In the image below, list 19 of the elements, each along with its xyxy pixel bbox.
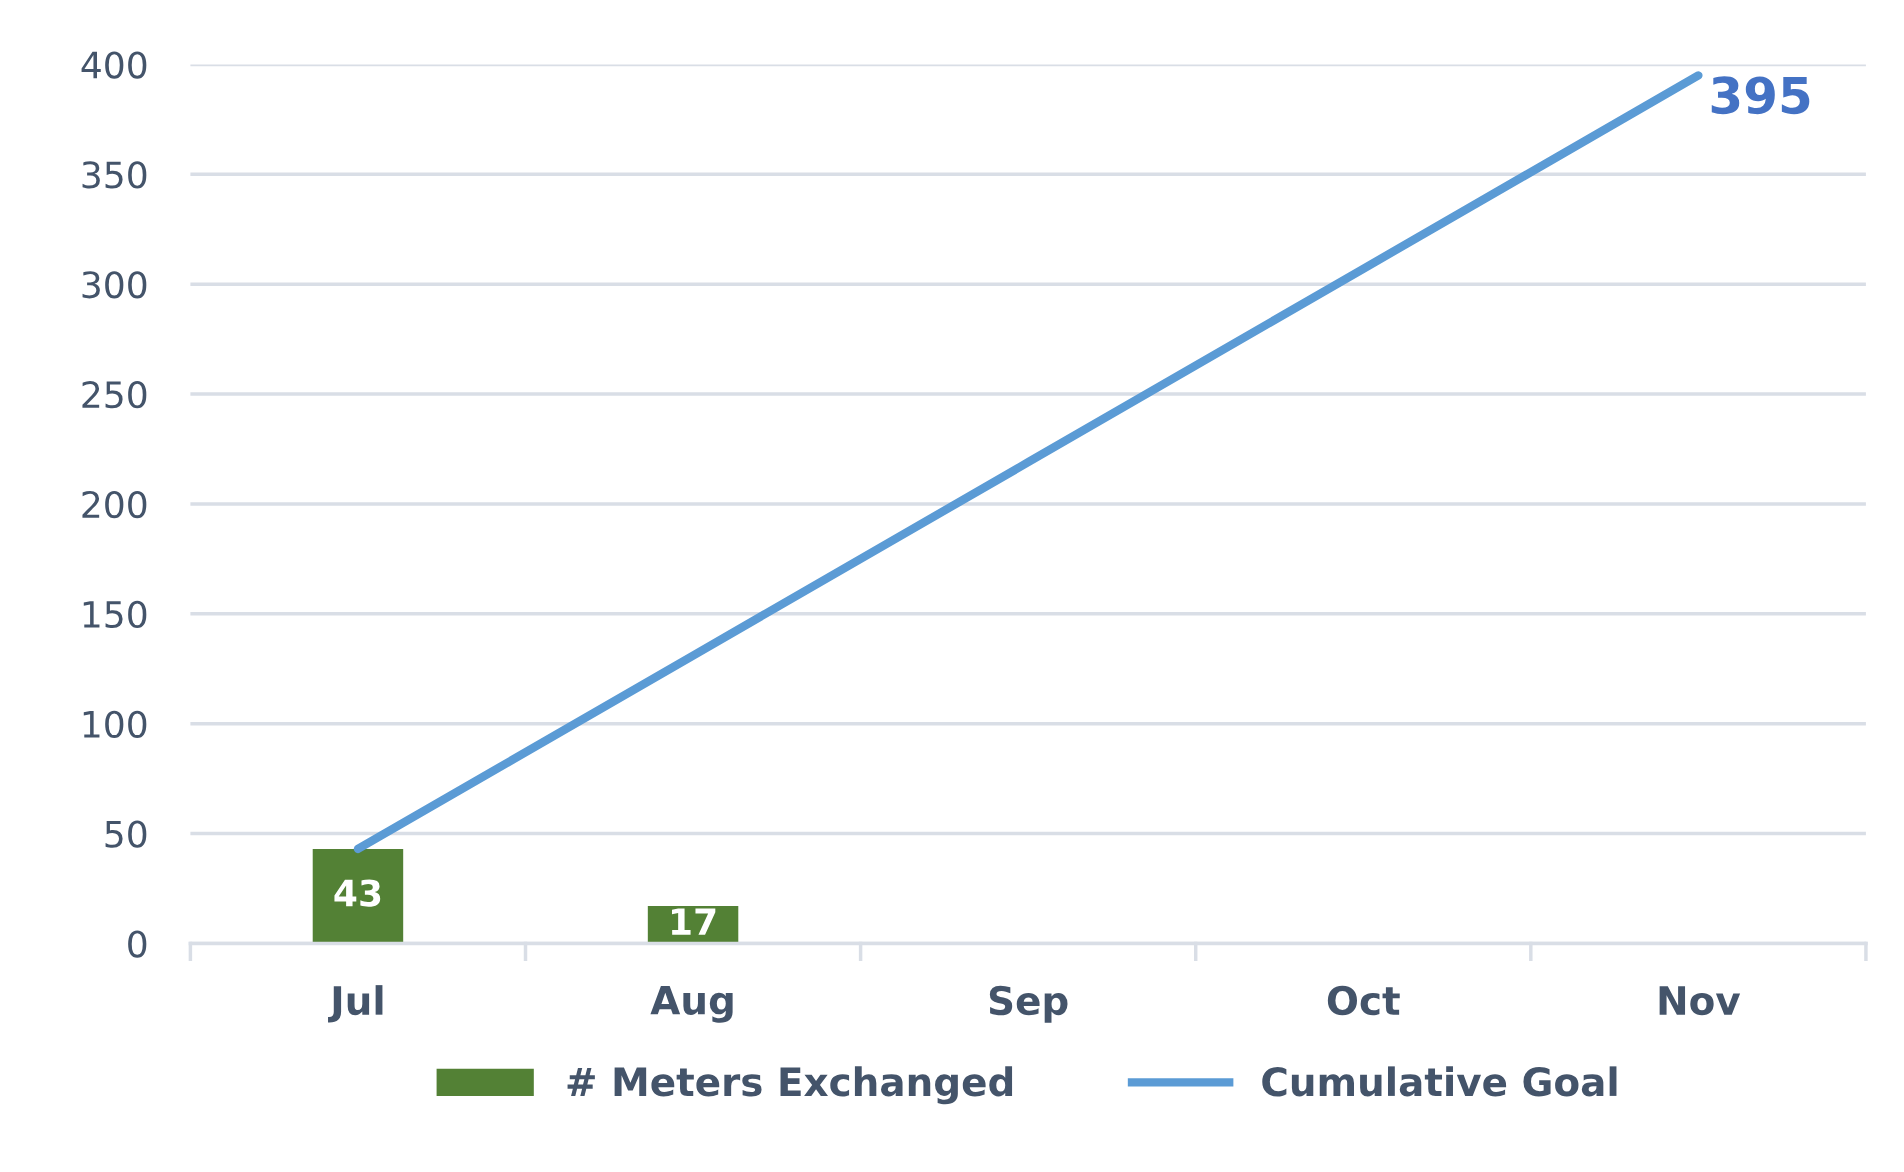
y-tick-label: 0: [128, 930, 147, 958]
y-tick-label: 150: [83, 600, 147, 629]
y-tick-label: 350: [82, 161, 147, 189]
x-tick-label: Jul: [328, 985, 383, 1023]
x-tick-label: Aug: [650, 986, 733, 1023]
y-tick-label: 50: [105, 820, 147, 848]
y-tick-label: 100: [83, 710, 147, 738]
y-tick-label: 400: [81, 51, 147, 79]
x-tick-label: Nov: [1659, 986, 1741, 1016]
y-tick-label: 250: [82, 381, 147, 409]
y-tick-label: 200: [82, 490, 147, 519]
legend-label: Cumulative Goal: [1262, 1066, 1617, 1097]
x-tick-label: Oct: [1327, 985, 1400, 1016]
x-tick-label: Sep: [989, 985, 1068, 1023]
legend-label: # Meters Exchanged: [567, 1066, 1013, 1105]
data-label: 395: [1711, 76, 1810, 115]
data-label: 17: [672, 908, 716, 935]
y-tick-label: 300: [82, 271, 147, 299]
data-label: 43: [334, 879, 381, 907]
